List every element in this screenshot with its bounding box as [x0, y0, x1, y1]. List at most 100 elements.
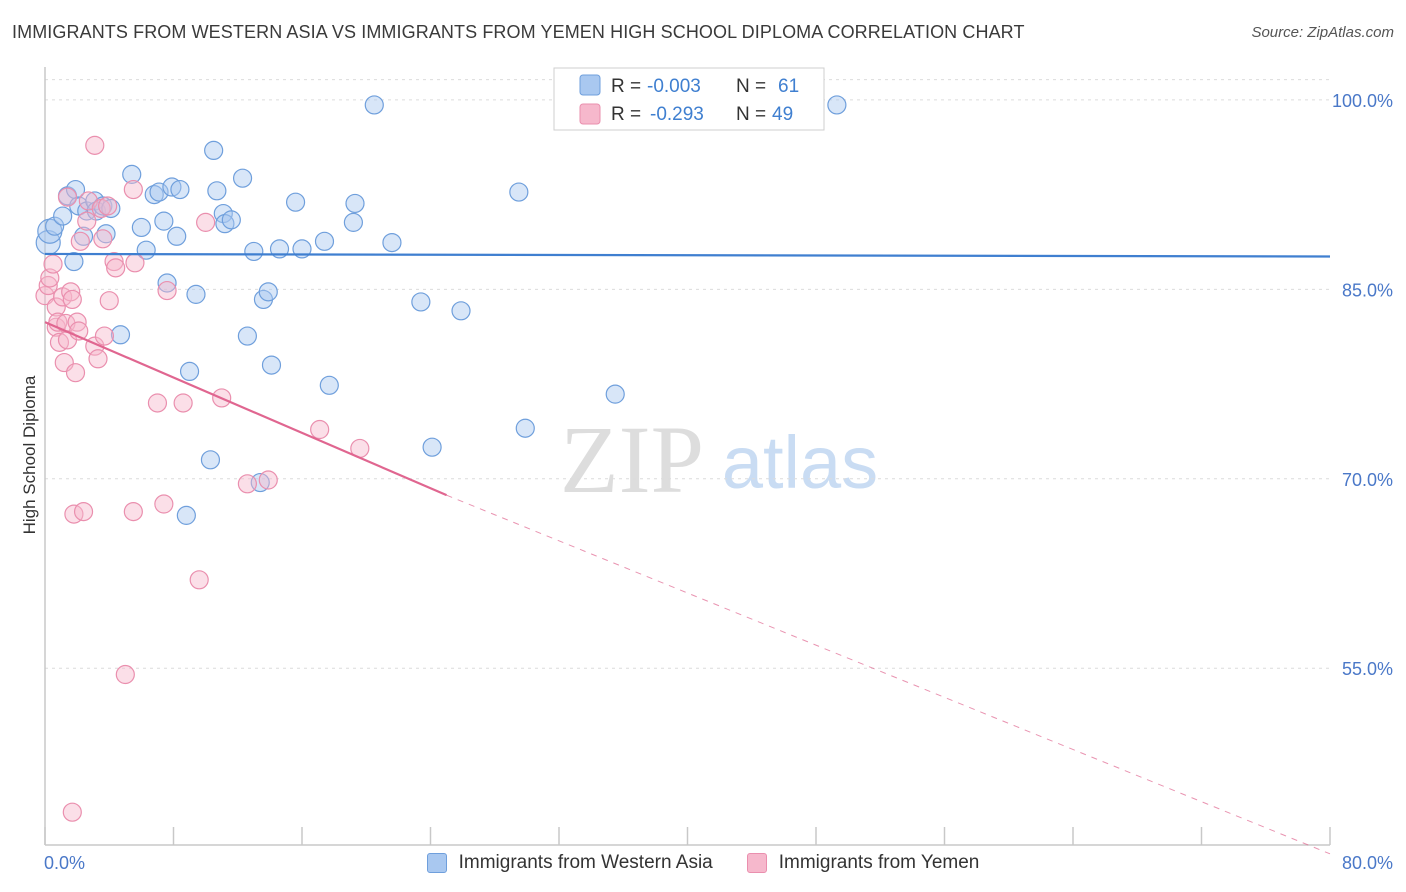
bottom-legend-swatch-yemen: [746, 853, 767, 873]
point-yemen: [85, 135, 105, 155]
trend-lines: [44, 252, 1331, 855]
point-western-asia: [244, 241, 264, 262]
point-western-asia: [605, 384, 625, 404]
point-western-asia: [411, 292, 431, 312]
point-yemen: [154, 494, 174, 514]
point-western-asia: [364, 95, 384, 115]
point-yemen: [123, 179, 143, 200]
point-yemen: [157, 280, 177, 301]
point-yemen: [147, 393, 168, 413]
bottom-legend-item-yemen: Immigrants from Yemen: [746, 852, 980, 874]
bottom-legend-label-western-asia: Immigrants from Western Asia: [458, 852, 713, 873]
point-yemen: [46, 297, 66, 317]
point-western-asia: [237, 326, 257, 346]
point-western-asia: [200, 450, 221, 470]
point-western-asia: [96, 224, 116, 244]
point-yemen: [57, 187, 78, 207]
point-western-asia: [162, 177, 182, 197]
point-yemen: [115, 664, 135, 685]
legend-r-value-yemen: -0.293: [650, 104, 704, 125]
point-western-asia: [422, 437, 442, 457]
point-yemen: [62, 289, 82, 310]
axes: [44, 67, 1331, 846]
point-western-asia: [314, 231, 335, 251]
point-western-asia: [319, 375, 339, 395]
legend-n-value-western-asia: 61: [778, 76, 799, 97]
point-yemen: [38, 275, 58, 296]
point-yemen: [258, 470, 278, 490]
point-western-asia: [110, 325, 131, 345]
point-yemen: [123, 501, 143, 522]
point-western-asia: [261, 355, 282, 375]
point-yemen: [49, 332, 70, 352]
bottom-legend-item-western-asia: Immigrants from Western Asia: [426, 852, 713, 874]
point-western-asia: [101, 198, 121, 219]
watermark-atlas: atlas: [722, 421, 878, 504]
x-tick-label-max: 80.0%: [1342, 853, 1393, 873]
legend-r-label-western-asia: R =: [611, 76, 641, 97]
point-yemen: [173, 393, 193, 413]
point-yemen: [189, 570, 209, 590]
legend-n-value-yemen: 49: [772, 104, 793, 125]
point-yemen: [196, 212, 216, 232]
point-western-asia: [64, 251, 84, 272]
point-yemen: [106, 258, 126, 278]
point-yemen: [93, 229, 113, 249]
point-western-asia: [176, 505, 196, 525]
legend-box: R = -0.003 N = 61 R = -0.293 N = 49: [553, 67, 825, 131]
point-western-asia: [131, 217, 151, 238]
tick-labels: 100.0% 85.0% 70.0% 55.0% 0.0% 80.0%: [44, 91, 1393, 873]
point-western-asia: [186, 284, 206, 304]
point-western-asia: [509, 182, 529, 202]
point-western-asia: [232, 168, 253, 188]
point-yemen: [237, 474, 257, 494]
legend-swatch-yemen: [579, 103, 601, 125]
point-yemen: [94, 326, 115, 346]
chart-title: IMMIGRANTS FROM WESTERN ASIA VS IMMIGRAN…: [12, 22, 1025, 42]
y-tick-label: 100.0%: [1332, 91, 1393, 111]
legend-n-label-yemen: N =: [736, 104, 766, 125]
point-western-asia: [221, 210, 241, 230]
point-western-asia: [179, 361, 200, 382]
point-western-asia: [65, 179, 86, 200]
point-western-asia: [285, 192, 306, 212]
point-western-asia: [73, 226, 94, 246]
bottom-legend-label-yemen: Immigrants from Yemen: [778, 852, 980, 873]
legend-n-label-western-asia: N =: [736, 76, 766, 97]
point-yemen: [65, 363, 86, 383]
point-western-asia: [167, 226, 187, 246]
point-western-asia: [170, 179, 190, 200]
legend-swatch-western-asia: [579, 74, 601, 96]
point-western-asia: [451, 301, 471, 321]
point-yemen: [77, 211, 97, 231]
point-western-asia: [382, 232, 402, 253]
gridlines: [45, 79, 1330, 669]
bottom-legend-swatch-western-asia: [426, 853, 447, 873]
point-yemen: [99, 291, 119, 311]
point-yemen: [73, 501, 94, 522]
trend-line-yemen-extension: [446, 494, 1331, 855]
legend-r-value-western-asia: -0.003: [647, 76, 701, 97]
point-yemen: [310, 419, 330, 440]
watermark-zip: ZIP: [560, 406, 704, 513]
point-western-asia: [207, 181, 227, 201]
point-yemen: [104, 251, 124, 272]
y-tick-label: 70.0%: [1342, 470, 1393, 490]
point-yemen: [61, 282, 81, 302]
point-western-asia: [343, 212, 363, 232]
y-tick-label: 55.0%: [1342, 659, 1393, 679]
point-yemen: [98, 196, 118, 216]
point-yemen: [70, 231, 90, 251]
point-western-asia: [157, 273, 177, 293]
point-western-asia: [122, 164, 142, 184]
point-western-asia: [204, 140, 224, 161]
point-western-asia: [154, 211, 174, 231]
point-yemen: [43, 254, 63, 274]
bottom-legend: Immigrants from Western Asia Immigrants …: [0, 852, 1406, 874]
trend-line-yemen: [44, 321, 447, 497]
point-yemen: [88, 349, 108, 369]
point-western-asia: [258, 282, 278, 302]
legend-r-label-yemen: R =: [611, 104, 641, 125]
point-western-asia: [827, 95, 847, 115]
